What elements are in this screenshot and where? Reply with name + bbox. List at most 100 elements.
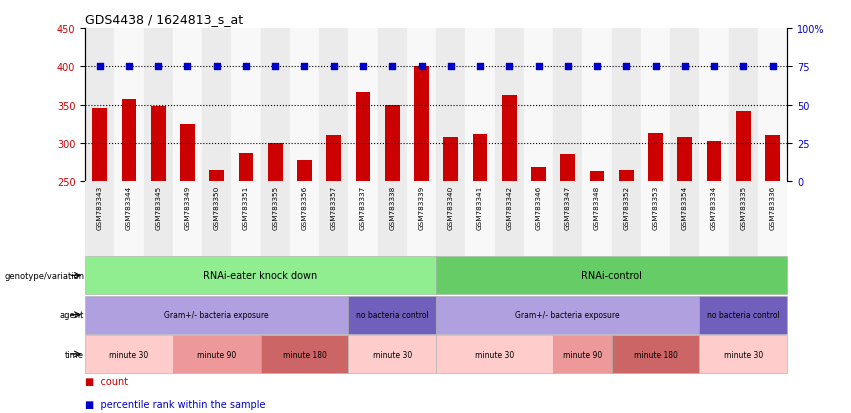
Bar bbox=[436, 296, 700, 334]
Bar bbox=[268, 143, 283, 182]
Bar bbox=[260, 29, 290, 182]
Bar bbox=[671, 182, 700, 256]
Point bbox=[268, 64, 282, 70]
Point bbox=[444, 64, 458, 70]
Point bbox=[210, 64, 224, 70]
Bar bbox=[378, 29, 407, 182]
Bar bbox=[319, 182, 348, 256]
Bar bbox=[524, 29, 553, 182]
Point bbox=[591, 64, 604, 70]
Bar bbox=[231, 182, 260, 256]
Bar bbox=[706, 141, 722, 182]
Text: GSM783335: GSM783335 bbox=[740, 185, 746, 230]
Bar bbox=[465, 29, 494, 182]
Bar bbox=[728, 29, 758, 182]
Bar bbox=[203, 182, 231, 256]
Bar bbox=[85, 296, 348, 334]
Point bbox=[707, 64, 721, 70]
Bar bbox=[728, 182, 758, 256]
Bar bbox=[494, 29, 524, 182]
Point bbox=[561, 64, 574, 70]
Point bbox=[620, 64, 633, 70]
Bar bbox=[144, 29, 173, 182]
Bar bbox=[114, 182, 144, 256]
Bar bbox=[561, 155, 575, 182]
Bar bbox=[173, 335, 260, 373]
Bar bbox=[203, 29, 231, 182]
Text: Gram+/- bacteria exposure: Gram+/- bacteria exposure bbox=[164, 311, 269, 319]
Bar bbox=[700, 182, 728, 256]
Text: GSM783339: GSM783339 bbox=[419, 185, 425, 230]
Bar bbox=[319, 29, 348, 182]
Text: RNAi-control: RNAi-control bbox=[581, 271, 643, 281]
Text: GSM783338: GSM783338 bbox=[389, 185, 395, 230]
Text: GSM783356: GSM783356 bbox=[301, 185, 307, 230]
Bar bbox=[700, 296, 787, 334]
Text: GSM783349: GSM783349 bbox=[185, 185, 191, 230]
Text: minute 30: minute 30 bbox=[110, 350, 149, 358]
Bar bbox=[93, 109, 107, 182]
Bar bbox=[414, 67, 429, 182]
Bar bbox=[758, 182, 787, 256]
Bar bbox=[436, 257, 787, 294]
Bar bbox=[114, 29, 144, 182]
Bar bbox=[700, 335, 787, 373]
Bar bbox=[641, 29, 671, 182]
Point bbox=[502, 64, 516, 70]
Text: RNAi-eater knock down: RNAi-eater knock down bbox=[203, 271, 317, 281]
Bar bbox=[553, 29, 582, 182]
Bar bbox=[85, 182, 114, 256]
Bar bbox=[612, 182, 641, 256]
Bar bbox=[144, 182, 173, 256]
Text: ■  count: ■ count bbox=[85, 376, 129, 386]
Text: ■  percentile rank within the sample: ■ percentile rank within the sample bbox=[85, 399, 266, 408]
Bar bbox=[85, 257, 437, 294]
Bar bbox=[612, 29, 641, 182]
Point bbox=[648, 64, 662, 70]
Point bbox=[298, 64, 311, 70]
Text: GSM783348: GSM783348 bbox=[594, 185, 600, 230]
Point bbox=[532, 64, 545, 70]
Text: agent: agent bbox=[60, 311, 84, 319]
Bar bbox=[348, 335, 437, 373]
Point bbox=[180, 64, 194, 70]
Point bbox=[123, 64, 136, 70]
Text: GSM783355: GSM783355 bbox=[272, 185, 278, 230]
Text: GSM783343: GSM783343 bbox=[97, 185, 103, 230]
Text: GSM783340: GSM783340 bbox=[448, 185, 454, 230]
Point bbox=[414, 64, 428, 70]
Text: GSM783352: GSM783352 bbox=[623, 185, 629, 230]
Bar bbox=[641, 182, 671, 256]
Bar bbox=[290, 182, 319, 256]
Bar bbox=[356, 93, 370, 182]
Bar bbox=[502, 95, 517, 182]
Bar bbox=[524, 182, 553, 256]
Bar bbox=[348, 29, 378, 182]
Bar bbox=[407, 29, 437, 182]
Bar bbox=[582, 29, 612, 182]
Bar bbox=[297, 161, 311, 182]
Bar bbox=[494, 182, 524, 256]
Text: minute 30: minute 30 bbox=[373, 350, 412, 358]
Text: GSM783337: GSM783337 bbox=[360, 185, 366, 230]
Bar bbox=[173, 29, 203, 182]
Bar bbox=[671, 29, 700, 182]
Bar bbox=[612, 335, 700, 373]
Text: minute 180: minute 180 bbox=[634, 350, 677, 358]
Bar bbox=[472, 134, 488, 182]
Bar bbox=[122, 100, 136, 182]
Point bbox=[736, 64, 750, 70]
Text: genotype/variation: genotype/variation bbox=[4, 271, 84, 280]
Text: GSM783353: GSM783353 bbox=[653, 185, 659, 230]
Text: GSM783345: GSM783345 bbox=[155, 185, 161, 230]
Bar bbox=[151, 107, 166, 182]
Bar bbox=[758, 29, 787, 182]
Bar bbox=[590, 172, 604, 182]
Bar bbox=[619, 170, 634, 182]
Bar bbox=[209, 170, 224, 182]
Point bbox=[357, 64, 370, 70]
Text: GSM783341: GSM783341 bbox=[477, 185, 483, 230]
Text: GSM783346: GSM783346 bbox=[535, 185, 541, 230]
Text: GSM783354: GSM783354 bbox=[682, 185, 688, 230]
Point bbox=[386, 64, 399, 70]
